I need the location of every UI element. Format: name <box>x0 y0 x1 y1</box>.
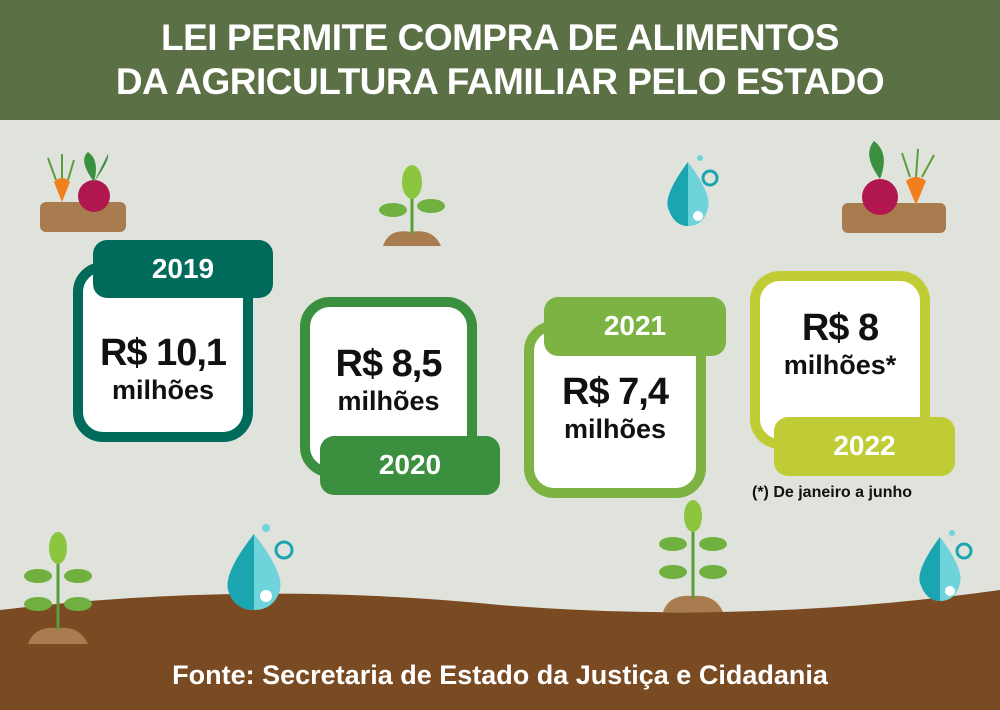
source-footer: Fonte: Secretaria de Estado da Justiça e… <box>172 660 828 690</box>
vegetables-icon <box>40 152 126 232</box>
unit: milhões <box>337 386 440 416</box>
vegetables-icon <box>842 141 946 233</box>
sprout-icon <box>24 532 92 644</box>
amount: R$ 8,5 <box>335 343 443 385</box>
title-line-1: LEI PERMITE COMPRA DE ALIMENTOS <box>161 17 839 58</box>
water-drop-icon <box>667 155 719 226</box>
soil-ground <box>0 590 1000 710</box>
sprout-icon <box>379 165 445 246</box>
water-drop-icon <box>227 524 294 610</box>
year-tag-2020: 2020 <box>320 436 500 495</box>
year-tag-2019: 2019 <box>93 240 273 298</box>
footnote: (*) De janeiro a junho <box>752 484 913 501</box>
amount: R$ 7,4 <box>562 371 669 413</box>
water-drop-icon <box>919 530 973 601</box>
amount: R$ 8 <box>801 307 879 349</box>
unit: milhões <box>563 414 667 444</box>
amount: R$ 10,1 <box>99 332 227 374</box>
year-tag-2022: 2022 <box>774 417 955 476</box>
unit: milhões* <box>783 350 897 380</box>
unit: milhões <box>111 375 215 405</box>
header: LEI PERMITE COMPRA DE ALIMENTOS DA AGRIC… <box>0 0 1000 120</box>
title-line-2: DA AGRICULTURA FAMILIAR PELO ESTADO <box>115 61 885 102</box>
sprout-icon <box>659 500 727 612</box>
year-tag-2021: 2021 <box>544 297 726 356</box>
